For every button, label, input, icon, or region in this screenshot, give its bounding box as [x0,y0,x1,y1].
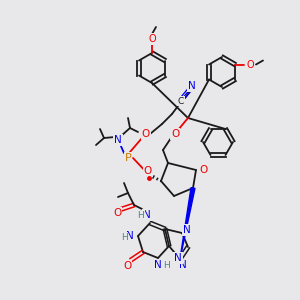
Text: N: N [179,260,187,270]
Text: P: P [124,153,131,163]
Text: O: O [246,59,254,70]
Text: O: O [123,261,131,271]
Polygon shape [180,188,195,259]
Text: O: O [171,129,179,139]
Text: O: O [148,34,156,44]
Text: H: H [121,232,128,242]
Text: N: N [143,210,151,220]
Text: N: N [188,81,196,91]
Text: O: O [144,166,152,176]
Text: H: H [138,211,144,220]
Text: O: O [142,129,150,139]
Text: N: N [174,253,182,263]
Text: N: N [183,225,191,235]
Text: O: O [113,208,121,218]
Text: N: N [126,231,134,241]
Text: C: C [178,97,184,106]
Text: N: N [114,135,122,145]
Text: H: H [163,260,170,269]
Text: N: N [154,260,162,270]
Text: O: O [199,165,207,175]
